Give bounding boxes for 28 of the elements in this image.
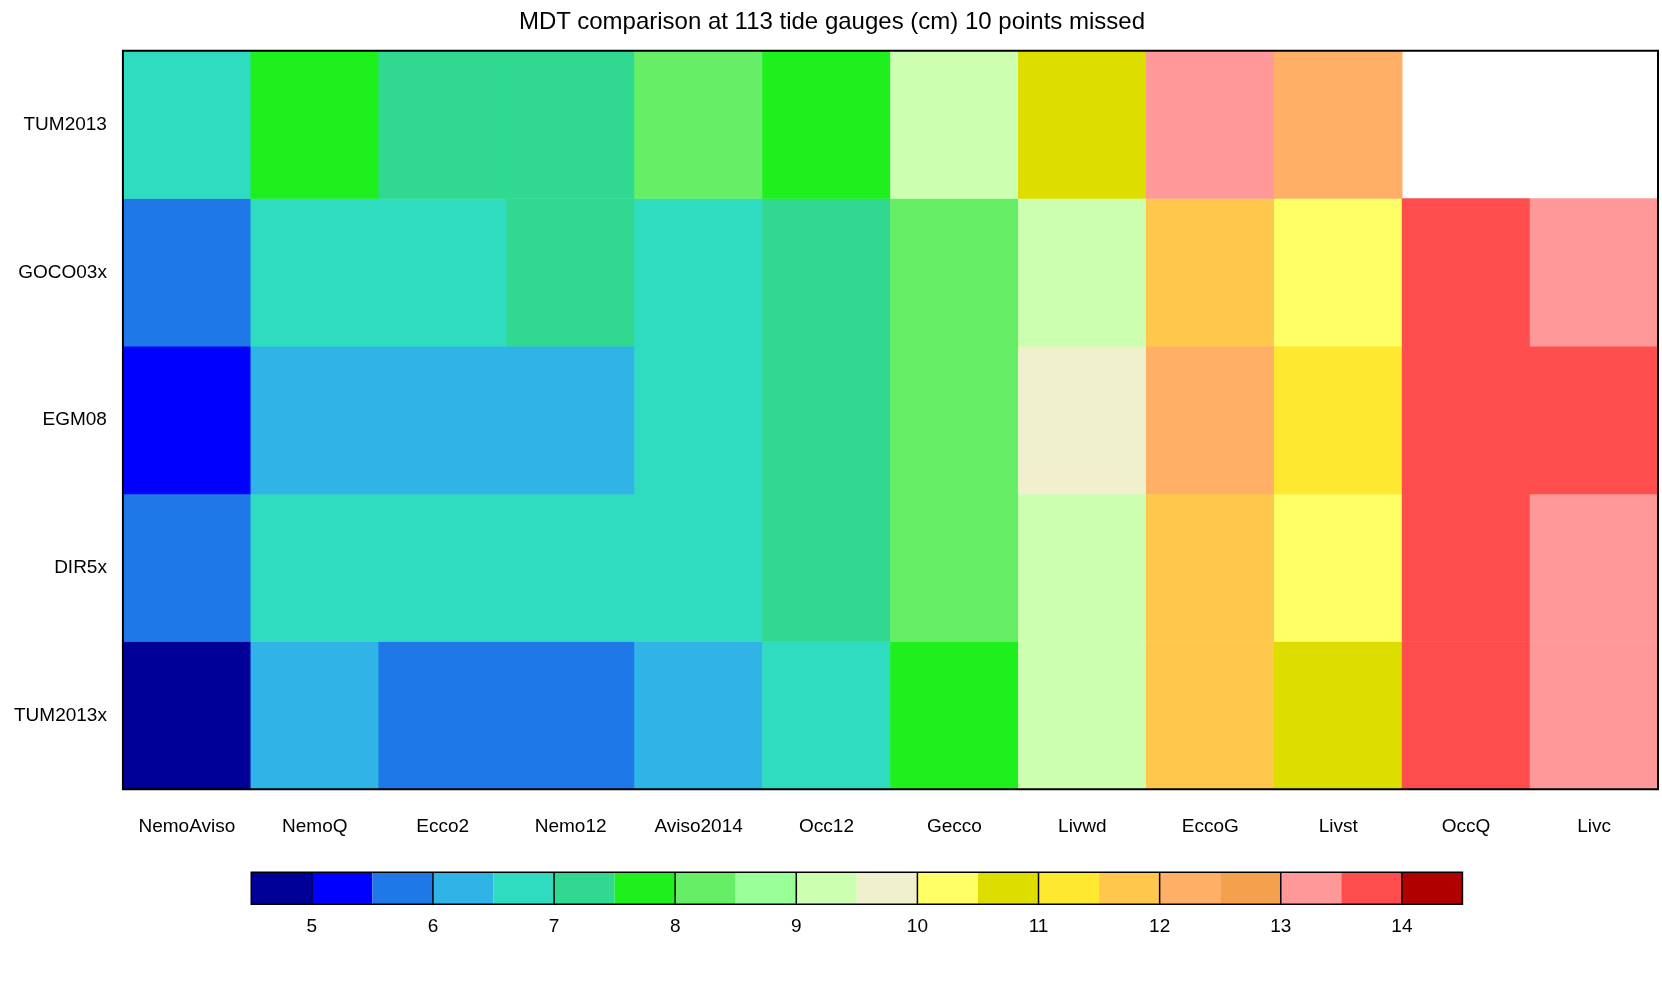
color-bar-label: 5 <box>306 914 318 936</box>
x-tick-label: OccQ <box>1441 814 1491 836</box>
y-tick-label: EGM08 <box>42 408 107 430</box>
color-bar-label: 8 <box>669 914 681 936</box>
color-bar-label: 7 <box>548 914 560 936</box>
y-tick-label: TUM2013 <box>23 112 107 134</box>
color-bar-label: 11 <box>1028 914 1049 936</box>
x-tick-label: Nemo12 <box>534 814 607 836</box>
x-tick-label: Aviso2014 <box>654 814 744 836</box>
y-tick-label: DIR5x <box>54 555 108 577</box>
color-bar-label: 10 <box>906 914 928 936</box>
y-tick-label: GOCO03x <box>18 260 108 282</box>
y-tick-label: TUM2013x <box>14 703 108 725</box>
color-bar-label: 13 <box>1270 914 1292 936</box>
x-tick-label: EccoG <box>1181 814 1239 836</box>
chart-title: MDT comparison at 113 tide gauges (cm) 10 points missed <box>518 7 1146 35</box>
color-bar-label: 9 <box>790 914 802 936</box>
color-bar-label: 14 <box>1391 914 1413 936</box>
x-tick-label: Livwd <box>1058 814 1107 836</box>
color-bar-label: 12 <box>1149 914 1171 936</box>
x-tick-label: Occ12 <box>799 814 854 836</box>
x-tick-label: Ecco2 <box>416 814 470 836</box>
x-tick-label: Gecco <box>926 814 982 836</box>
x-tick-label: NemoQ <box>282 814 348 836</box>
x-tick-label: Livc <box>1577 814 1611 836</box>
x-tick-label: NemoAviso <box>138 814 236 836</box>
x-tick-label: Livst <box>1318 814 1359 836</box>
color-bar-label: 6 <box>427 914 439 936</box>
